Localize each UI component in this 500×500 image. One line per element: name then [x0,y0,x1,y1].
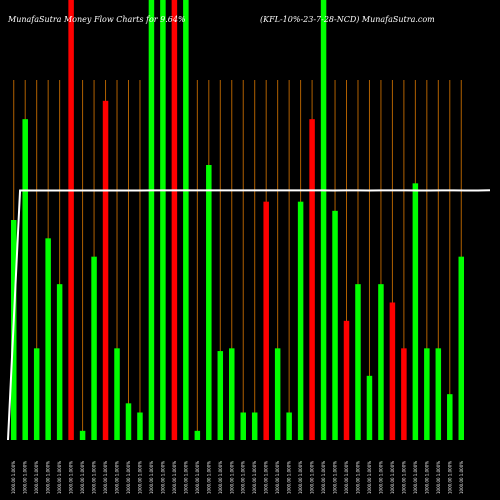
bar [447,394,453,440]
bar [366,375,373,440]
x-tick-label: 1000.00 1.000% [264,461,269,494]
x-tick-label: 1000.00 1.000% [390,461,395,494]
x-tick-label: 1000.00 1.000% [229,461,234,494]
x-tick-label: 1000.00 1.000% [57,461,62,494]
bar [217,351,224,440]
x-tick-label: 1000.00 1.000% [436,461,441,494]
x-tick-label: 1000.00 1.000% [378,461,383,494]
x-tick-label: 1000.00 1.000% [252,461,257,494]
x-tick-label: 1000.00 1.000% [46,461,51,494]
bar [389,302,396,440]
bar [56,284,63,440]
x-tick-label: 1000.00 1.000% [459,461,464,494]
x-tick-label: 1000.00 1.000% [92,461,97,494]
x-tick-label: 1000.00 1.000% [333,461,338,494]
x-tick-label: 1000.00 1.000% [447,461,452,494]
x-tick-label: 1000.00 1.000% [23,461,28,494]
x-tick-label: 1000.00 1.000% [172,461,177,494]
chart-header-left: MunafaSutra Money Flow Charts for 9.64% [7,15,186,24]
x-tick-label: 1000.00 1.000% [355,461,360,494]
x-tick-label: 1000.00 1.000% [367,461,372,494]
x-tick-label: 1000.00 1.000% [241,461,246,494]
bar [332,210,338,440]
bar [286,412,292,440]
bar [194,430,201,440]
bar [102,100,109,440]
bar [171,0,178,440]
bar [229,348,235,440]
x-tick-label: 1000.00 1.000% [183,461,188,494]
price-line [7,189,491,441]
x-tick-label: 1000.00 1.000% [69,461,74,494]
bar [320,0,327,440]
bar [424,348,430,440]
bar [22,119,28,441]
bar [206,165,212,440]
bar [79,430,86,440]
bar [183,0,189,440]
bar [412,183,419,440]
x-tick-label: 1000.00 1.000% [11,461,16,494]
x-tick-label: 1000.00 1.000% [310,461,315,494]
bar [148,0,155,440]
bar [378,284,384,440]
x-tick-label: 1000.00 1.000% [115,461,120,494]
bar [435,348,442,440]
bar [274,348,281,440]
x-tick-label: 1000.00 1.000% [126,461,131,494]
bar [343,320,350,440]
x-tick-label: 1000.00 1.000% [287,461,292,494]
bar-series [10,0,465,441]
bar [263,201,269,440]
bar [309,119,315,441]
bar [137,412,143,440]
x-tick-label: 1000.00 1.000% [137,461,142,494]
x-tick-label: 1000.00 1.000% [103,461,108,494]
bar [114,348,120,440]
bar [33,348,40,440]
bar [45,238,51,440]
bar [68,0,74,440]
x-tick-label: 1000.00 1.000% [206,461,211,494]
x-tick-label: 1000.00 1.000% [160,461,165,494]
bar [125,403,132,440]
bar [91,256,97,440]
bar [401,348,407,440]
x-tick-labels: 1000.00 1.000% 1000.00 1.000% 1000.00 1.00… [11,461,464,494]
x-tick-label: 1000.00 1.000% [218,461,223,494]
bar [297,201,304,440]
bar [160,0,166,440]
bar [251,412,258,440]
bar [458,256,465,440]
x-tick-label: 1000.00 1.000% [275,461,280,494]
x-tick-label: 1000.00 1.000% [80,461,85,494]
x-tick-label: 1000.00 1.000% [149,461,154,494]
x-tick-label: 1000.00 1.000% [34,461,39,494]
x-tick-label: 1000.00 1.000% [195,461,200,494]
x-tick-label: 1000.00 1.000% [298,461,303,494]
bar [355,284,361,440]
x-tick-label: 1000.00 1.000% [413,461,418,494]
x-tick-label: 1000.00 1.000% [424,461,429,494]
bar [240,412,246,440]
x-tick-label: 1000.00 1.000% [401,461,406,494]
x-tick-label: 1000.00 1.000% [344,461,349,494]
chart-header-right: (KFL-10%-23-7-28-NCD) MunafaSutra.com [260,15,435,24]
x-tick-label: 1000.00 1.000% [321,461,326,494]
